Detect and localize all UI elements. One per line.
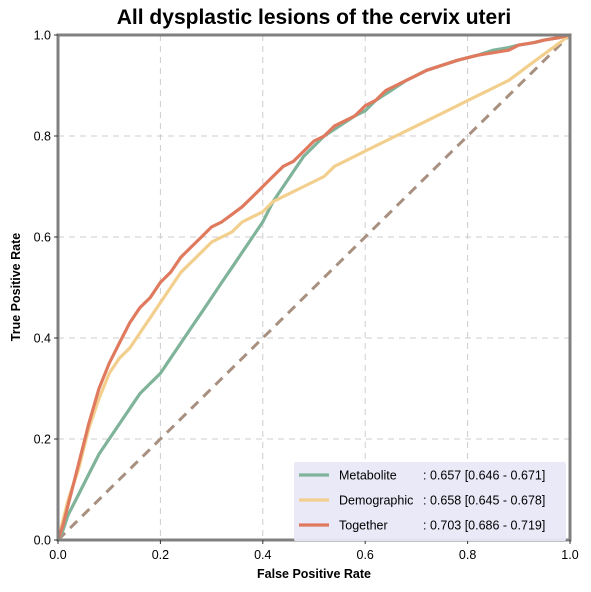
y-tick-label: 0.2 <box>34 433 51 447</box>
y-tick-label: 0.6 <box>34 231 51 245</box>
axis-ticks: 0.0 0.2 0.4 0.6 0.8 1.0 0.0 0.2 0.4 0.6 0.8 1.0 <box>34 29 579 563</box>
x-tick-label: 0.4 <box>254 548 271 562</box>
legend-auc-value: : 0.657 [0.646 - 0.671] <box>423 469 545 483</box>
legend-entry-metabolite: Metabolite : 0.657 [0.646 - 0.671] <box>299 469 545 483</box>
y-tick-label: 0.8 <box>34 130 51 144</box>
y-tick-label: 0.4 <box>34 332 51 346</box>
legend-series-name: Together <box>339 519 412 533</box>
x-tick-label: 0.0 <box>49 548 66 562</box>
legend-label: Together : 0.703 [0.686 - 0.719] <box>339 519 545 533</box>
y-tick-label: 0.0 <box>34 534 51 548</box>
legend-auc-value: : 0.658 [0.645 - 0.678] <box>423 494 545 508</box>
legend-auc-value: : 0.703 [0.686 - 0.719] <box>423 519 545 533</box>
legend-label: Metabolite : 0.657 [0.646 - 0.671] <box>339 469 545 483</box>
legend-series-name: Demographic <box>339 494 413 508</box>
legend-entry-together: Together : 0.703 [0.686 - 0.719] <box>299 519 545 533</box>
y-axis-label: True Positive Rate <box>9 233 23 341</box>
legend-series-name: Metabolite <box>339 469 414 483</box>
grid-lines <box>58 35 570 540</box>
x-axis-label: False Positive Rate <box>257 567 371 581</box>
x-tick-label: 0.2 <box>152 548 169 562</box>
y-tick-label: 1.0 <box>34 29 51 43</box>
chance-diagonal-line <box>56 33 572 542</box>
chart-title: All dysplastic lesions of the cervix ute… <box>117 6 511 29</box>
x-tick-label: 1.0 <box>561 548 578 562</box>
series-line-together <box>56 33 572 542</box>
x-tick-label: 0.6 <box>357 548 374 562</box>
legend-entry-demographic: Demographic : 0.658 [0.645 - 0.678] <box>299 494 545 508</box>
legend-box <box>294 462 566 541</box>
series-line-demographic <box>56 33 572 542</box>
x-tick-label: 0.8 <box>459 548 476 562</box>
legend: Metabolite : 0.657 [0.646 - 0.671] Demogr… <box>294 462 566 541</box>
legend-label: Demographic : 0.658 [0.645 - 0.678] <box>339 494 545 508</box>
series-lines <box>56 33 572 542</box>
